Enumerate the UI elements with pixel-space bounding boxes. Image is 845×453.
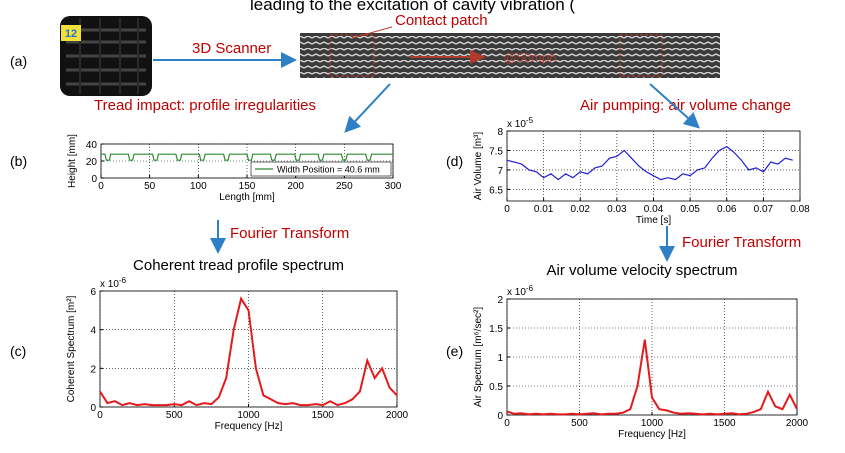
x-tick-label: 0 [97,410,103,421]
y-tick-label: 6.5 [489,185,503,196]
fourier-label: Fourier Transform [230,225,349,242]
y-tick-label: 20 [86,157,98,168]
x-tick-label: 1000 [641,418,664,429]
multiplier-exponent: -5 [526,116,534,125]
y-tick-label: 4 [90,326,96,337]
y-tick-label: 7.5 [489,146,503,157]
x-tick-label: 1000 [237,410,260,421]
x-axis-label: Length [mm] [219,192,275,203]
arrow [344,83,391,133]
y-tick-label: 1 [497,353,503,364]
y-tick-label: 6 [90,287,96,298]
x-tick-label: 50 [144,181,156,192]
chart-title: Air volume velocity spectrum [547,262,738,279]
x-tick-label: 0.06 [717,204,737,215]
axis-multiplier: x 10-5 [507,116,534,130]
x-tick-label: 0 [98,181,104,192]
x-tick-label: 0 [504,204,510,215]
x-tick-label: 100 [190,181,207,192]
y-axis-label: Air Volume [m³] [473,132,484,201]
x-axis-label: Time [s] [636,215,671,226]
x-tick-label: 1500 [713,418,736,429]
y-tick-label: 2 [497,295,503,306]
x-tick-label: 0.05 [680,204,700,215]
x-tick-label: 200 [287,181,304,192]
x-tick-label: 500 [571,418,588,429]
caption-fragment: leading to the excitation of cavity vibr… [250,0,575,14]
y-tick-label: 0 [91,174,97,185]
x-tick-label: 0 [504,418,510,429]
contact-patch-label: Contact patch [395,12,488,29]
air-label: Air pumping: air volume change [580,97,791,114]
x-tick-label: 0.03 [607,204,627,215]
plot-area [506,130,801,202]
fourier-label: Fourier Transform [682,234,801,251]
x-tick-label: 300 [385,181,402,192]
y-tick-label: 0.5 [489,382,503,393]
x-tick-label: 0.07 [754,204,774,215]
arrow [649,83,700,129]
y-tick-label: 8 [497,127,503,138]
chart-title: Coherent tread profile spectrum [133,257,344,274]
y-tick-label: 0 [497,411,503,422]
x-tick-label: 0.02 [571,204,591,215]
y-tick-label: 40 [86,140,98,151]
x-tick-label: 0.01 [534,204,554,215]
panel-label: (c) [10,343,26,359]
x-axis-label: Frequency [Hz] [215,421,283,432]
multiplier-base: x 10 [507,119,526,130]
tread-label: Tread impact: profile irregularities [94,97,316,114]
y-tick-label: 2 [90,364,96,375]
pointer [351,26,393,39]
motion-arrow [410,50,486,64]
legend-label: Width Position = 40.6 mm [277,165,380,175]
y-axis-label: Air Spectrum [m⁶/sec²] [473,307,484,407]
y-tick-label: 7 [497,166,503,177]
x-tick-label: 0.08 [790,204,810,215]
x-tick-label: 500 [166,410,183,421]
y-tick-label: 0 [90,403,96,414]
multiplier-base: x 10 [100,279,119,290]
multiplier-exponent: -6 [119,276,127,285]
data-line [101,153,393,161]
axis-multiplier: x 10-6 [100,276,127,290]
panel-label: (b) [10,153,27,169]
x-tick-label: 2000 [786,418,809,429]
multiplier-base: x 10 [507,287,526,298]
tire-tag: 12 [65,28,77,40]
y-axis-label: Coherent Spectrum [m²] [66,295,77,402]
panel-label: (a) [10,53,27,69]
x-tick-label: 1500 [312,410,335,421]
tread-scan [300,33,720,78]
panel-label: (d) [446,153,463,169]
panel-label: (e) [446,343,463,359]
legend-box [250,161,392,177]
y-axis-label: Height [mm] [67,134,78,188]
multiplier-exponent: -6 [526,284,534,293]
data-line [506,145,793,181]
speed-label: @50mph [504,50,557,65]
data-line [99,296,398,407]
x-tick-label: 150 [239,181,256,192]
y-tick-label: 1.5 [489,324,503,335]
contact-box [619,34,663,77]
x-tick-label: 0.04 [644,204,664,215]
x-tick-label: 250 [336,181,353,192]
data-line [506,339,798,416]
tire-photo [60,16,152,96]
scanner-label: 3D Scanner [192,40,271,57]
contact-box [329,34,375,77]
x-axis-label: Frequency [Hz] [618,429,686,440]
x-tick-label: 2000 [386,410,409,421]
axis-multiplier: x 10-6 [507,284,534,298]
